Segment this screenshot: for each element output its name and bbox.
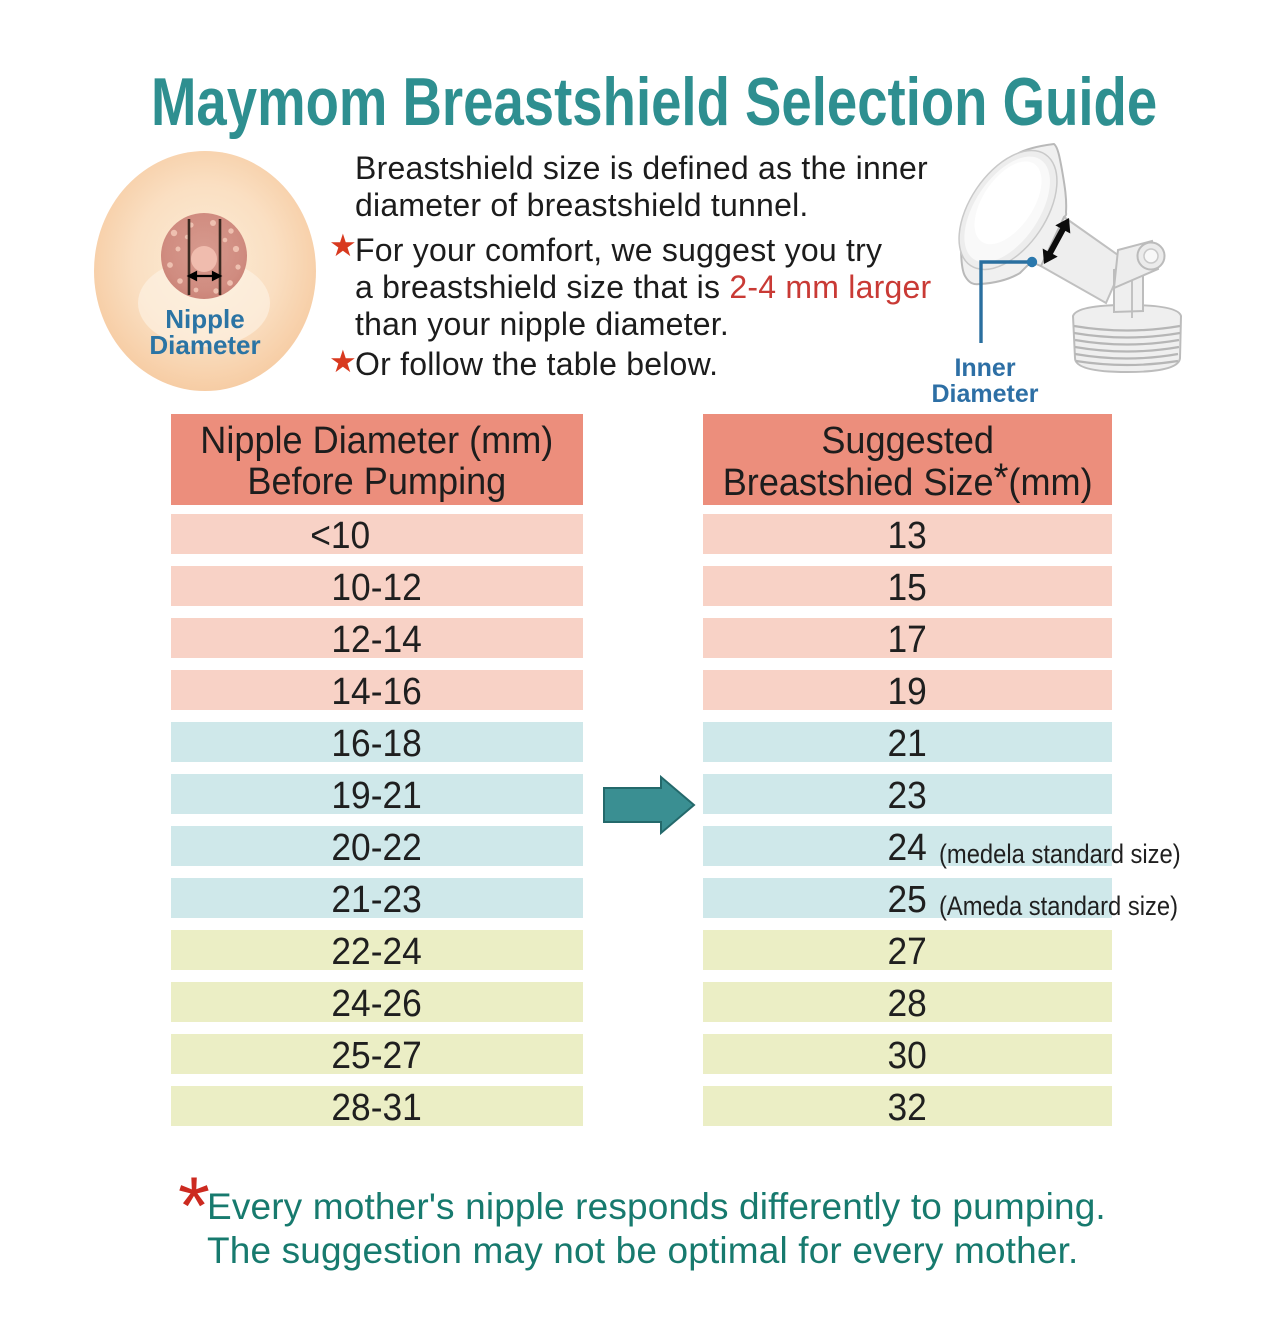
- svg-text:Nipple: Nipple: [165, 304, 244, 334]
- svg-text:Diameter: Diameter: [149, 330, 260, 360]
